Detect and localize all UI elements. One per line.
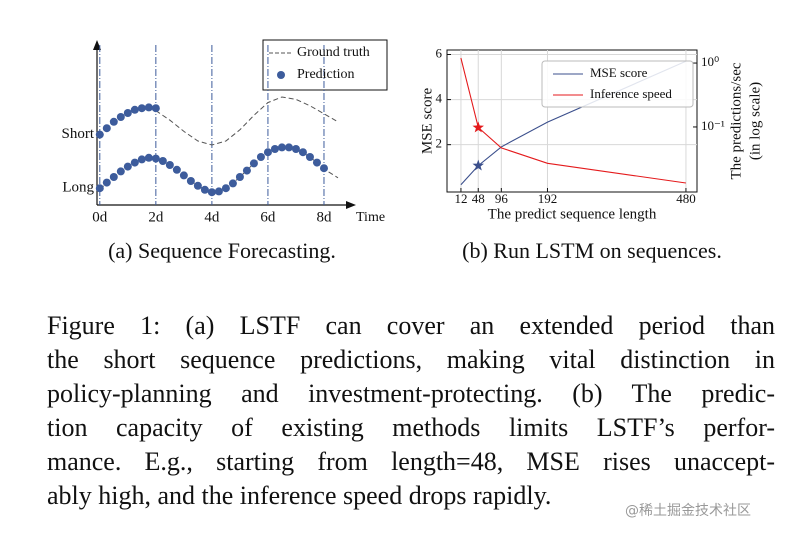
legend-label: Ground truth [297, 45, 370, 60]
prediction-dot [228, 179, 237, 188]
prediction-dot [200, 185, 209, 194]
prediction-dot [235, 173, 244, 181]
axes-b: The predict sequence length MSE score Th… [419, 62, 763, 263]
axes-a: Time (a) Sequence Forecasting. [93, 39, 388, 263]
y2-axis-label: (in log scale) [747, 82, 763, 160]
prediction-dot [319, 164, 328, 173]
caption-line: the short sequence predictions, making v… [47, 345, 775, 374]
prediction-dot [158, 157, 167, 165]
prediction-dot [165, 161, 174, 169]
prediction-dot [144, 153, 153, 162]
y2-axis-label: The predictions/sec [728, 62, 744, 179]
y-tick-label: Long [62, 180, 94, 196]
prediction-dot [144, 103, 153, 112]
y-tick-label: 6 [436, 45, 443, 60]
y-axis-label: MSE score [419, 88, 435, 155]
highlight-marker [472, 159, 484, 171]
x-tick-label: 480 [676, 191, 696, 206]
prediction-dot [102, 178, 111, 187]
prediction-dot [277, 143, 286, 152]
prediction-dot [95, 130, 104, 139]
subcaption: (a) Sequence Forecasting. [108, 238, 336, 263]
legend-label: MSE score [590, 65, 648, 80]
y-arrow [93, 40, 101, 50]
caption-line: Figure 1: (a) LSTF can cover an extended… [47, 311, 775, 340]
prediction-dot [137, 104, 146, 113]
prediction-dot [291, 145, 300, 153]
y-tick-label: 2 [436, 136, 443, 151]
x-tick-label: 8d [316, 209, 332, 225]
caption-line: policy-planning and investment-protectin… [47, 379, 775, 408]
prediction-dot [123, 109, 132, 117]
prediction-dot [256, 153, 265, 161]
x-tick-label: 192 [538, 191, 558, 206]
prediction-dot [305, 153, 314, 161]
prediction-dot [263, 148, 272, 157]
highlight-marker [472, 121, 484, 133]
series-line [460, 57, 686, 184]
y2-tick-label: 10⁻¹ [701, 118, 725, 133]
caption-line: ably high, and the inference speed drops… [47, 481, 552, 510]
prediction-dot [123, 162, 132, 171]
prediction-dot [214, 187, 223, 196]
prediction-dot [284, 143, 293, 152]
legend-label: Prediction [297, 67, 355, 82]
x-tick-label: 6d [260, 209, 276, 225]
x-arrow [346, 201, 356, 209]
y2-tick-label: 10⁰ [701, 54, 719, 69]
legend-label: Inference speed [590, 86, 672, 101]
prediction-dot [270, 145, 279, 153]
prediction-dot [109, 173, 118, 181]
prediction-dot [95, 184, 104, 193]
prediction-dot [130, 105, 139, 114]
x-tick-label: 48 [472, 191, 485, 206]
x-tick-label: 2d [148, 209, 164, 225]
x-tick-label: 0d [92, 209, 108, 225]
x-axis-label: The predict sequence length [488, 206, 657, 222]
prediction-dot [207, 188, 216, 197]
plot-frame [446, 49, 698, 193]
series-line [155, 96, 339, 146]
prediction-dot [137, 155, 146, 164]
legend-box [262, 39, 388, 91]
x-axis-label: Time [356, 210, 385, 225]
prediction-dot [116, 113, 125, 121]
prediction-dot [179, 171, 188, 180]
x-tick-label: 4d [204, 209, 220, 225]
prediction-dot [151, 154, 160, 163]
x-tick-label: 12 [454, 191, 467, 206]
subcaption: (b) Run LSTM on sequences. [462, 238, 722, 263]
caption-line: tion capacity of existing methods limits… [47, 413, 775, 442]
prediction-dot [102, 124, 111, 133]
y-tick-label: 4 [436, 91, 443, 106]
prediction-dot [109, 117, 118, 126]
prediction-dot [312, 158, 321, 167]
caption-line: mance. E.g., starting from length=48, MS… [47, 447, 775, 476]
x-tick-label: 96 [495, 191, 509, 206]
watermark: @稀土掘金技术社区 [625, 503, 751, 519]
prediction-dot [151, 104, 160, 113]
prediction-dot [221, 184, 230, 193]
prediction-dot [298, 148, 307, 157]
prediction-dot [193, 181, 202, 190]
prediction-dot [172, 165, 181, 174]
figure: Time (a) Sequence Forecasting. The predi… [61, 39, 763, 263]
legend-swatch [277, 71, 285, 79]
figure-caption: Figure 1: (a) LSTF can cover an extended… [47, 309, 775, 513]
prediction-dot [130, 158, 139, 167]
prediction-dot [249, 159, 258, 168]
prediction-dot [242, 166, 251, 175]
prediction-dot [116, 167, 125, 176]
prediction-dot [186, 177, 195, 185]
y-tick-label: Short [61, 126, 94, 142]
